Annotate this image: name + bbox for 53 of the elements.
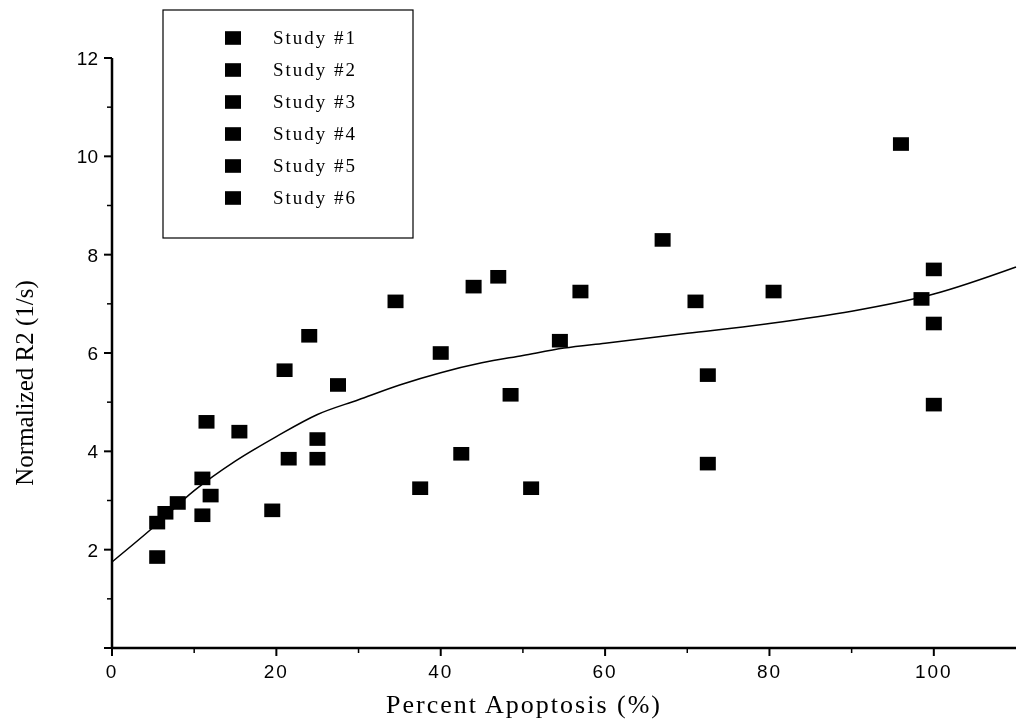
point (925, 397, 942, 412)
point (892, 137, 909, 151)
legend-label: Study #4 (273, 123, 358, 144)
legend-label: Study #1 (273, 27, 358, 48)
point (687, 294, 704, 309)
y-tick-label: 2 (87, 539, 98, 561)
point (699, 456, 716, 471)
legend-label: Study #2 (273, 59, 358, 80)
point (198, 415, 215, 429)
point (453, 446, 470, 461)
point (387, 294, 404, 309)
point (412, 481, 429, 496)
point (202, 488, 219, 503)
legend-label: Study #6 (273, 187, 358, 208)
point (699, 368, 716, 382)
point (654, 233, 671, 247)
y-tick-label: 8 (87, 244, 98, 266)
point (502, 387, 519, 402)
point (330, 378, 346, 392)
x-tick-label: 0 (105, 661, 119, 682)
x-tick-label: 40 (428, 661, 454, 682)
point (913, 292, 930, 306)
x-tick-label: 80 (756, 661, 783, 682)
point (523, 481, 540, 496)
point (301, 328, 318, 343)
point (925, 316, 942, 331)
y-tick-label: 4 (87, 441, 99, 463)
x-tick-label: 20 (263, 661, 289, 682)
point (490, 269, 507, 284)
y-tick-label: 6 (87, 343, 98, 364)
point (280, 451, 297, 466)
point (169, 496, 186, 510)
y-axis-title: Normalized R2 (1/s) (11, 280, 39, 486)
point (551, 333, 568, 348)
y-tick-label: 12 (76, 48, 98, 69)
x-axis-title: Percent Apoptosis (%) (386, 690, 662, 719)
point (309, 432, 326, 446)
point (465, 279, 482, 294)
point (432, 346, 449, 360)
point (149, 550, 166, 564)
legend-label: Study #5 (273, 155, 358, 176)
x-tick-label: 100 (914, 661, 953, 682)
y-tick-label: 10 (76, 146, 98, 168)
point (264, 503, 281, 518)
point (231, 424, 248, 439)
point (194, 508, 211, 523)
point (572, 284, 589, 299)
point (765, 284, 782, 299)
x-tick-label: 60 (592, 661, 618, 682)
point (925, 262, 942, 277)
legend-label: Study #3 (273, 91, 358, 112)
point (276, 363, 293, 378)
point (309, 451, 326, 466)
